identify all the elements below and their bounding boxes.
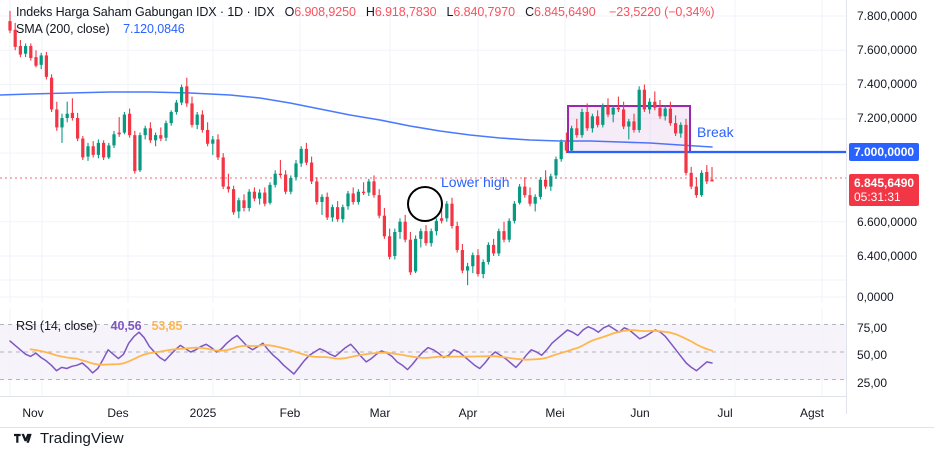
time-tick-2025: 2025 [189, 406, 217, 420]
last-price-badge[interactable]: 6.845,6490 05:31:31 [849, 174, 920, 206]
rsi-moving-average-line [29, 329, 713, 366]
time-axis-bottom-divider [0, 427, 934, 428]
price-tick-7600: 7.600,0000 [857, 43, 918, 57]
time-tick-jun: Jun [630, 406, 650, 420]
price-chart-canvas [0, 0, 846, 303]
annotation-circle-lower-high [407, 186, 443, 222]
price-scale-axis[interactable]: 7.800,0000 7.600,0000 7.400,0000 7.200,0… [846, 0, 934, 414]
last-price-value: 6.845,6490 [854, 176, 915, 190]
annotation-lower-high[interactable]: Lower high [441, 174, 510, 190]
time-tick-des: Des [107, 406, 129, 420]
price-chart-pane[interactable] [0, 0, 846, 303]
last-price-time: 05:31:31 [854, 190, 901, 204]
sma-200-line [0, 91, 713, 148]
price-tick-zero: 0,0000 [857, 290, 894, 304]
rsi-tick-25: 25,00 [857, 376, 888, 390]
rsi-tick-50: 50,00 [857, 348, 888, 362]
price-tick-7400: 7.400,0000 [857, 77, 918, 91]
rsi-tick-75: 75,00 [857, 321, 888, 335]
tradingview-logo-icon [14, 433, 32, 443]
time-scale-axis[interactable]: Nov Des 2025 Feb Mar Apr Mei Jun Jul Agst [0, 396, 846, 428]
rsi-chart-canvas [0, 308, 846, 396]
tradingview-watermark: TradingView [14, 430, 124, 447]
time-tick-nov: Nov [22, 406, 44, 420]
time-tick-feb: Feb [279, 406, 301, 420]
time-tick-apr: Apr [458, 406, 478, 420]
price-tick-7800: 7.800,0000 [857, 9, 918, 23]
price-tick-6400: 6.400,0000 [857, 249, 918, 263]
annotation-break[interactable]: Break [697, 124, 734, 140]
time-tick-mei: Mei [545, 406, 565, 420]
rsi-line [9, 324, 713, 375]
time-tick-mar: Mar [369, 406, 391, 420]
watermark-label: TradingView [40, 430, 124, 447]
time-tick-jul: Jul [717, 406, 733, 420]
price-tick-6600: 6.600,0000 [857, 215, 918, 229]
time-tick-agst: Agst [799, 406, 825, 420]
price-tick-7200: 7.200,0000 [857, 111, 918, 125]
support-price-badge[interactable]: 7.000,0000 [849, 143, 920, 161]
rsi-indicator-pane[interactable] [0, 308, 846, 396]
